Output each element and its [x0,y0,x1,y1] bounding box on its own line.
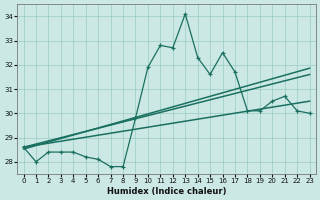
X-axis label: Humidex (Indice chaleur): Humidex (Indice chaleur) [107,187,226,196]
